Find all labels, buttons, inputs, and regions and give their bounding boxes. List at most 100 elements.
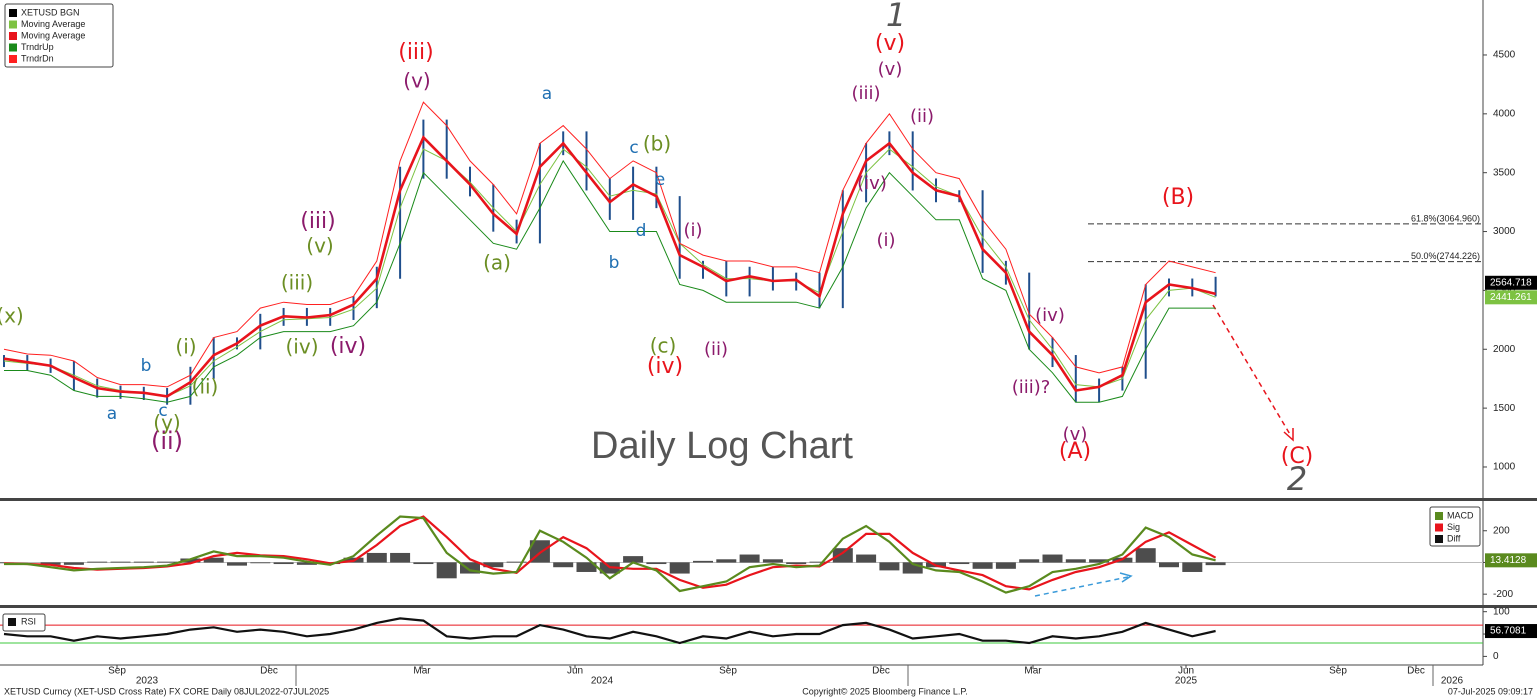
histogram-bar [1182,562,1203,572]
legend-label: Diff [1447,533,1461,543]
y-tick-label: 4500 [1493,50,1516,61]
legend-swatch [9,43,17,52]
wave-label: e [655,170,665,190]
x-tick-label: Jun [567,666,583,677]
wave-label: (a) [483,251,511,275]
year-label: 2025 [1175,676,1198,687]
wave-label: b [141,356,152,376]
wave-label: c [629,138,638,158]
histogram-bar [436,562,457,579]
wave-label: (ii) [151,427,183,455]
wave-label: c [158,401,167,421]
histogram-bar [366,552,387,563]
y-tick-label: 0 [1493,651,1499,662]
ma-line [3,101,1216,388]
histogram-bar [390,552,411,563]
wave-label: (iii)? [1012,377,1051,398]
histogram-bar [483,562,504,568]
last-value-box [1485,275,1537,290]
legend-label: Moving Average [21,30,85,40]
histogram-bar [413,562,434,565]
last-value: 2564.718 [1490,277,1532,288]
wave-label: (iii) [281,271,313,295]
last-value: 56.7081 [1490,626,1527,637]
wave-label: (y) [153,411,180,435]
macd-line [4,515,1216,594]
wave-label: d [636,221,647,241]
wave-label: (ii) [704,339,728,360]
x-tick-label: Dec [260,666,278,677]
last-value: 2441.261 [1490,292,1532,303]
histogram-bar [623,556,644,563]
y-tick-label: 1500 [1493,403,1516,414]
y-tick-label: 3500 [1493,167,1516,178]
histogram-bar [273,562,294,565]
histogram-bar [669,562,690,574]
year-label: 2023 [136,676,159,687]
wave-label: (i) [876,230,895,251]
fib-label: 61.8%(3064.960) [1411,213,1480,223]
histogram-bar [227,562,247,566]
histogram-bar [110,561,131,563]
wave-label: (iii) [398,40,434,65]
wave-label: (v) [306,234,333,258]
wave-label: (v) [1063,424,1088,445]
legend-swatch [8,618,16,626]
last-value-box [1485,553,1537,568]
histogram-bar [739,554,760,563]
fib-label: 50.0%(2744.226) [1411,251,1480,261]
wave-label: 2 [1287,460,1307,498]
x-tick-label: Jun [1178,666,1194,677]
wave-label: (v) [875,31,905,56]
y-tick-label: 100 [1493,606,1510,617]
legend-label: XETUSD BGN [21,7,80,17]
legend-swatch [9,9,17,17]
year-label: 2024 [591,676,614,687]
histogram-bar [40,562,61,565]
y-tick-label: 2000 [1493,344,1516,355]
chart-title: Daily Log Chart [591,425,853,467]
x-tick-label: Dec [1407,666,1425,677]
x-tick-label: Sep [1329,666,1347,677]
histogram-bar [786,562,807,565]
wave-label: (iv) [857,173,887,194]
legend-label: MACD [1447,510,1474,520]
histogram-bar [460,562,480,574]
wave-label: (iv) [330,334,366,359]
histogram-bar [949,562,970,565]
histogram-bar [1205,562,1226,566]
wave-label: a [107,404,117,424]
histogram-bar [1042,554,1063,563]
wave-label: 1 [886,0,906,34]
wave-label: (ii) [910,106,934,127]
ma-line [4,159,1216,403]
histogram-bar [133,561,154,563]
histogram-bar [87,561,108,563]
last-value-box [1485,624,1537,639]
histogram-bar [1089,559,1110,563]
legend-swatch [1435,523,1443,532]
histogram-bar [1019,559,1040,563]
projection-arrow [1212,304,1292,437]
y-tick-label: 4000 [1493,108,1516,119]
histogram-bar [809,561,830,563]
histogram-bar [832,548,853,563]
footer-center: Copyright© 2025 Bloomberg Finance L.P. [802,686,968,696]
legend-label: RSI [21,616,36,626]
year-label: 2026 [1441,676,1464,687]
wave-label: b [609,253,620,273]
wave-label: (iv) [286,335,319,359]
y-tick-label: 3000 [1493,226,1516,237]
legend-label: Sig [1447,522,1460,532]
histogram-bar [157,561,178,563]
wave-label: (B) [1162,185,1194,210]
macd-line [3,515,1217,591]
legend-swatch [1435,512,1443,520]
y-tick-label: -200 [1493,589,1513,600]
histogram-bar [250,562,271,564]
histogram-bar [693,560,713,563]
histogram-bar [879,562,900,571]
x-tick-label: Mar [413,666,431,677]
